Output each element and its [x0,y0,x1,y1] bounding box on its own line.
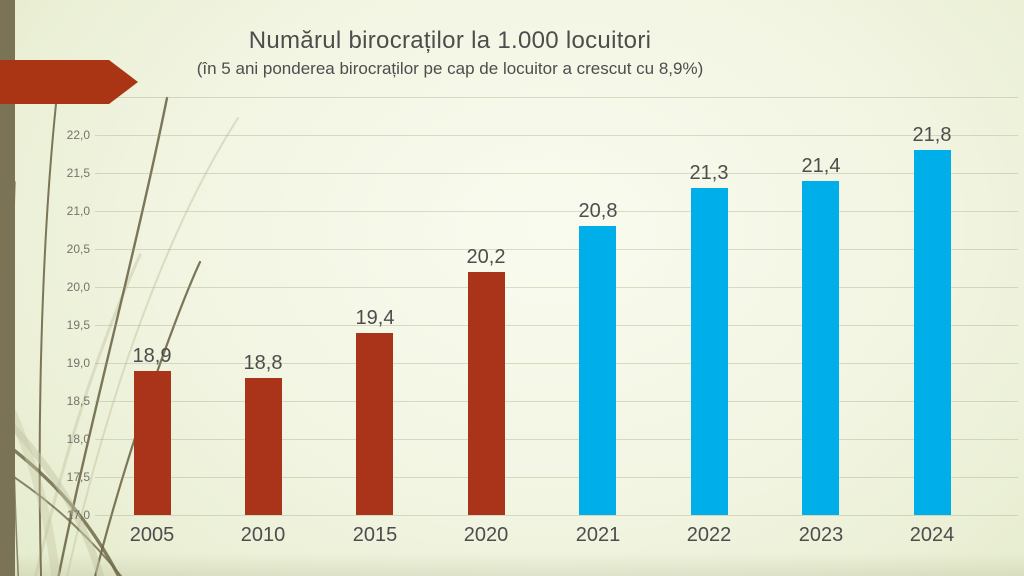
x-axis-label: 2010 [240,524,286,546]
gridline [95,363,1018,364]
title-arrow-shape [0,60,138,104]
bar-value-label: 18,9 [132,345,172,367]
bar-value-label: 21,3 [689,162,729,184]
x-axis-label: 2023 [798,524,844,546]
gridline [95,135,1018,136]
y-axis-label: 17,5 [66,470,90,484]
y-axis-label: 18,5 [66,394,90,408]
y-axis-label: 20,0 [66,280,90,294]
chart-title: Numărul birocraților la 1.000 locuitori [248,27,652,54]
y-axis-label: 20,5 [66,242,90,256]
gridline [95,515,1018,516]
bar-value-label: 21,8 [912,124,952,146]
gridline [95,249,1018,250]
bar-value-label: 21,4 [801,155,841,177]
bar-value-label: 20,2 [466,246,506,268]
bar-2020[interactable] [468,272,505,515]
gridline [95,325,1018,326]
y-axis-label: 22,0 [66,128,90,142]
x-axis-label: 2005 [129,524,175,546]
y-axis-label: 21,0 [66,204,90,218]
decorative-curve [57,96,169,576]
x-axis-label: 2024 [909,524,955,546]
bar-2015[interactable] [356,333,393,515]
gridline [95,401,1018,402]
bar-2010[interactable] [245,378,282,515]
gridline [95,97,1018,98]
bar-value-label: 18,8 [243,352,283,374]
gridline [95,211,1018,212]
y-axis-label: 21,5 [66,166,90,180]
bar-2022[interactable] [691,188,728,515]
x-axis-label: 2020 [463,524,509,546]
y-axis-label: 19,0 [66,356,90,370]
gridline [95,477,1018,478]
gridline [95,287,1018,288]
bar-2023[interactable] [802,181,839,515]
gridline [95,439,1018,440]
bar-2021[interactable] [579,226,616,515]
gridline [95,173,1018,174]
y-axis-label: 18,0 [66,432,90,446]
left-accent-bar [0,0,15,576]
decorative-curve [0,375,61,576]
bar-2005[interactable] [134,371,171,515]
x-axis-label: 2022 [686,524,732,546]
title-block: Numărul birocraților la 1.000 locuitori … [60,27,840,80]
bar-value-label: 20,8 [578,200,618,222]
x-axis-label: 2015 [352,524,398,546]
x-axis-label: 2021 [575,524,621,546]
y-axis-label: 19,5 [66,318,90,332]
y-axis-label: 17,0 [66,508,90,522]
decorative-curve [38,103,57,576]
bar-2024[interactable] [914,150,951,515]
chart-subtitle: (în 5 ani ponderea birocraților pe cap d… [196,59,704,78]
bar-value-label: 19,4 [355,307,395,329]
